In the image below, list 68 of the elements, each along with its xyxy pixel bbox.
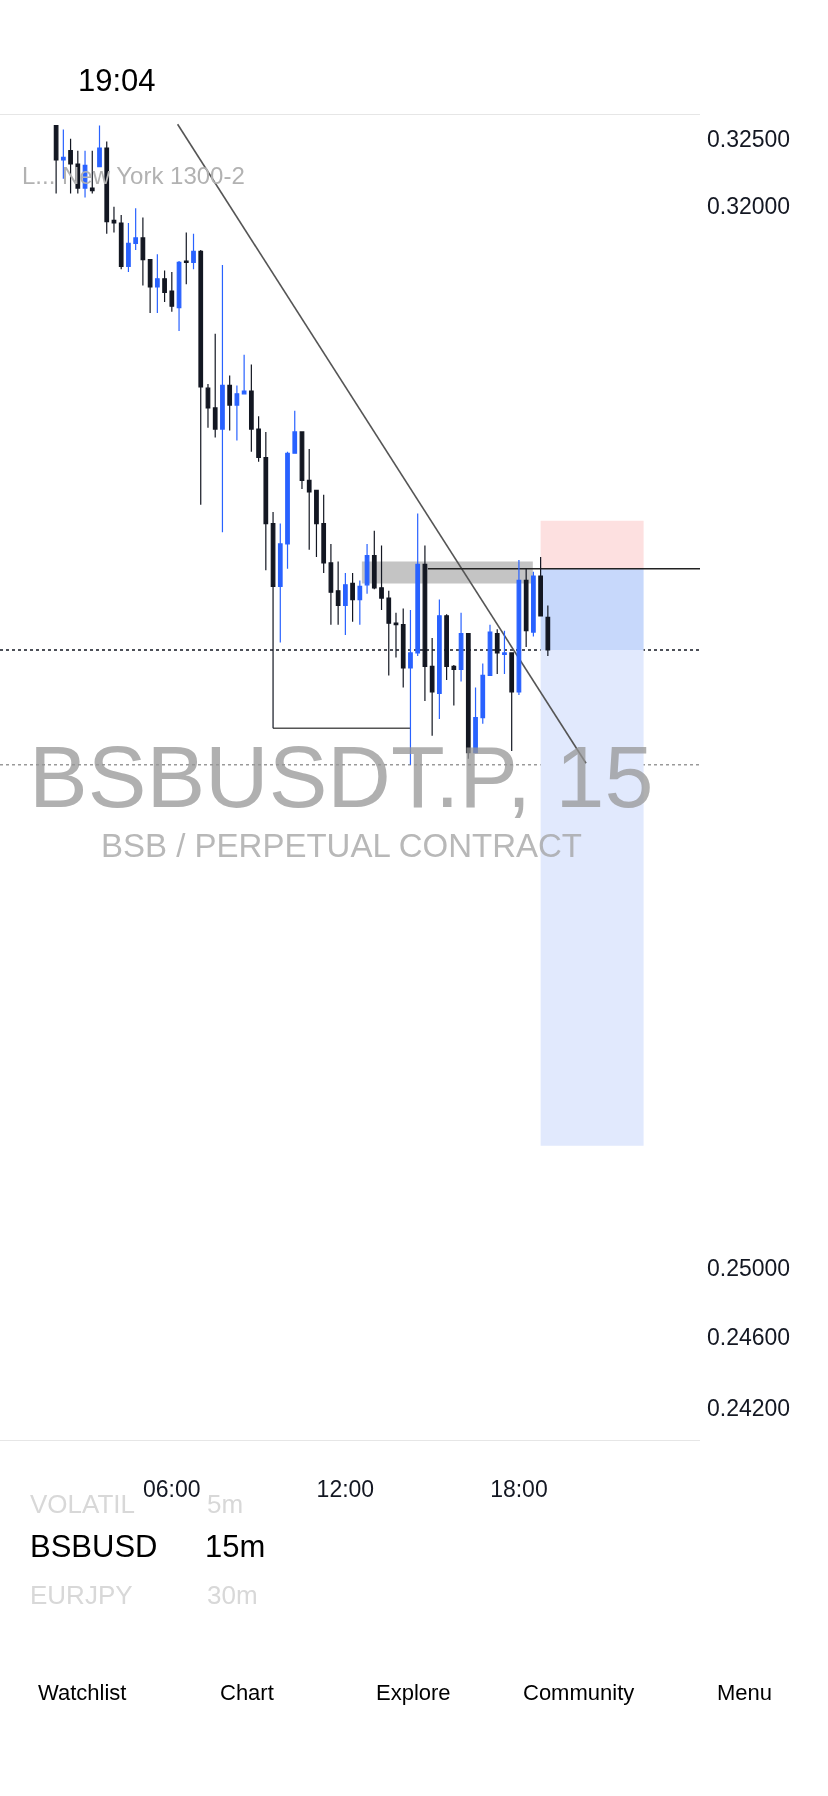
text: 19:04 <box>78 63 156 98</box>
candlestick <box>248 363 254 453</box>
y-tick-label: 0.25000 <box>707 1254 791 1281</box>
candlestick <box>437 598 442 720</box>
candlestick <box>321 494 327 574</box>
candlestick <box>545 604 551 657</box>
candlestick <box>111 206 117 234</box>
candlestick <box>292 410 298 454</box>
candlestick <box>162 269 167 303</box>
text: 15m <box>205 1529 266 1564</box>
x-tick-label: 06:00 <box>143 1475 201 1502</box>
candlestick <box>133 207 139 251</box>
candlestick <box>343 572 348 636</box>
candlestick <box>379 544 384 611</box>
candlestick <box>335 560 341 626</box>
text: BSBUSDT.P, 15 <box>29 727 654 826</box>
candlestick <box>400 607 406 689</box>
candlestick <box>191 233 196 270</box>
candlestick <box>531 571 536 638</box>
candlestick <box>212 333 218 439</box>
text: Community <box>523 1680 635 1705</box>
candlestick <box>502 630 507 675</box>
candlestick <box>285 451 290 570</box>
candlestick <box>154 253 160 314</box>
candlestick <box>458 612 464 683</box>
x-tick-label: 12:00 <box>316 1475 375 1502</box>
candlestick <box>357 579 363 626</box>
candlestick <box>234 384 240 442</box>
text: Menu <box>717 1680 773 1705</box>
candlestick <box>169 271 175 313</box>
text: BSB / PERPETUAL CONTRACT <box>101 827 583 864</box>
candlestick <box>198 249 204 506</box>
y-tick-label: 0.24600 <box>707 1324 791 1351</box>
candlestick <box>516 559 522 696</box>
candlestick <box>227 374 233 432</box>
candlestick <box>220 264 225 533</box>
x-tick-label: 18:00 <box>490 1475 548 1502</box>
candlestick <box>415 512 421 657</box>
text: Explore <box>376 1680 451 1705</box>
candlestick <box>277 523 283 644</box>
candlestick <box>451 665 457 707</box>
text: Watchlist <box>38 1680 127 1705</box>
candlestick <box>256 415 261 463</box>
candlestick <box>147 259 153 314</box>
candlestick <box>140 217 146 287</box>
candlestick <box>350 572 355 623</box>
candlestick <box>183 231 189 285</box>
candlestick <box>263 431 269 571</box>
candlestick <box>314 489 319 558</box>
candlestick <box>118 214 124 270</box>
candlestick <box>328 543 334 626</box>
y-tick-label: 0.32000 <box>707 192 791 219</box>
candlestick <box>538 556 543 617</box>
candlestick <box>480 662 486 725</box>
text: BSBUSD <box>30 1529 158 1564</box>
y-tick-label: 0.24200 <box>707 1394 791 1421</box>
candlestick <box>241 354 247 395</box>
candlestick <box>371 530 377 590</box>
y-tick-label: 0.32500 <box>707 125 791 152</box>
candlestick <box>97 124 102 168</box>
candlestick <box>176 260 182 332</box>
candlestick <box>205 383 211 429</box>
candlestick <box>53 124 59 195</box>
candlestick <box>364 543 370 595</box>
candlestick <box>523 568 529 648</box>
candlestick <box>126 222 131 273</box>
text: Chart <box>220 1680 274 1705</box>
candlestick <box>306 448 312 551</box>
